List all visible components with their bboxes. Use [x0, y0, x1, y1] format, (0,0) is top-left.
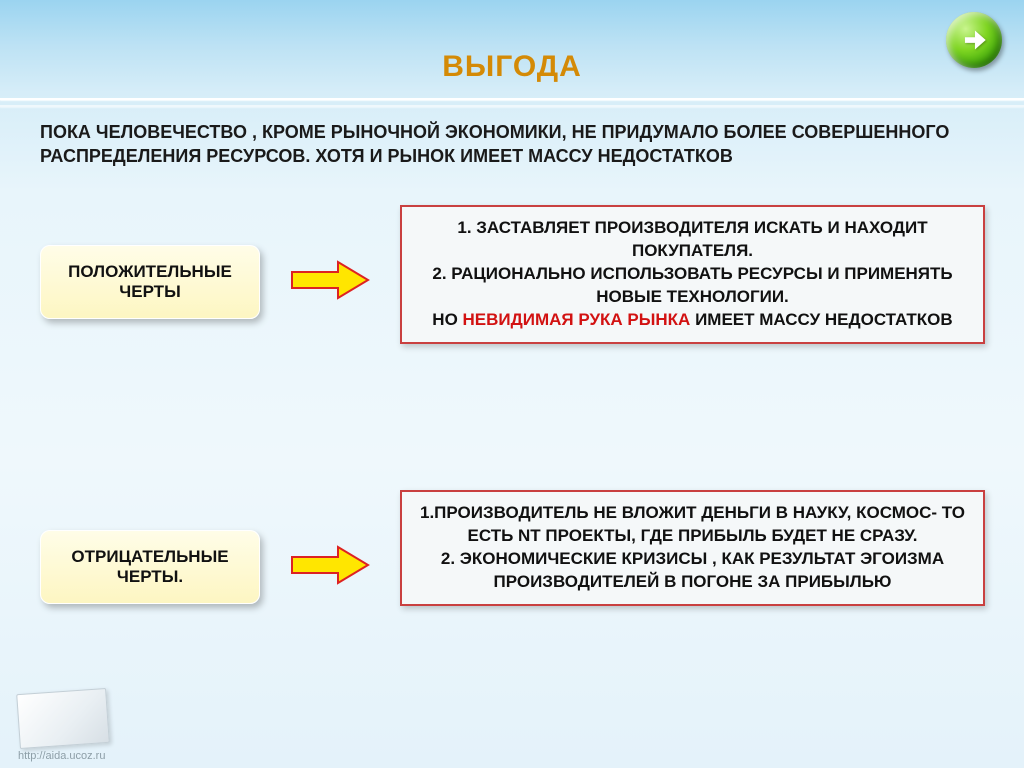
positive-list: ЗАСТАВЛЯЕТ ПРОИЗВОДИТЕЛЯ ИСКАТЬ И НАХОДИ…: [416, 217, 969, 309]
negative-label-suffix: .: [178, 567, 183, 586]
negative-item-1: 1.ПРОИЗВОДИТЕЛЬ НЕ ВЛОЖИТ ДЕНЬГИ В НАУКУ…: [416, 502, 969, 548]
note-red: НЕВИДИМАЯ РУКА РЫНКА: [463, 310, 691, 329]
positive-item-1: ЗАСТАВЛЯЕТ ПРОИЗВОДИТЕЛЯ ИСКАТЬ И НАХОДИ…: [416, 217, 969, 263]
slide: ВЫГОДА ПОКА ЧЕЛОВЕЧЕСТВО , КРОМЕ РЫНОЧНО…: [0, 0, 1024, 768]
paper-decoration: [16, 688, 110, 749]
positive-label: ПОЛОЖИТЕЛЬНЫЕ ЧЕРТЫ: [68, 262, 232, 301]
arrow-negative: [290, 545, 370, 585]
note-suffix: ИМЕЕТ МАССУ НЕДОСТАТКОВ: [690, 310, 952, 329]
negative-label: ОТРИЦАТЕЛЬНЫЕ ЧЕРТЫ: [71, 547, 228, 586]
negative-item-2: 2. ЭКОНОМИЧЕСКИЕ КРИЗИСЫ , КАК РЕЗУЛЬТАТ…: [416, 548, 969, 594]
note-prefix: НО: [432, 310, 462, 329]
slide-title: ВЫГОДА: [0, 50, 1024, 84]
positive-item-2: РАЦИОНАЛЬНО ИСПОЛЬЗОВАТЬ РЕСУРСЫ И ПРИМЕ…: [416, 263, 969, 309]
divider: [0, 105, 1024, 107]
positive-note: НО НЕВИДИМАЯ РУКА РЫНКА ИМЕЕТ МАССУ НЕДО…: [416, 309, 969, 332]
positive-label-box: ПОЛОЖИТЕЛЬНЫЕ ЧЕРТЫ: [40, 245, 260, 319]
negative-content-box: 1.ПРОИЗВОДИТЕЛЬ НЕ ВЛОЖИТ ДЕНЬГИ В НАУКУ…: [400, 490, 985, 606]
footer-url: http://aida.ucoz.ru: [18, 750, 105, 762]
divider: [0, 98, 1024, 100]
arrow-positive: [290, 260, 370, 300]
positive-content-box: ЗАСТАВЛЯЕТ ПРОИЗВОДИТЕЛЯ ИСКАТЬ И НАХОДИ…: [400, 205, 985, 344]
intro-text: ПОКА ЧЕЛОВЕЧЕСТВО , КРОМЕ РЫНОЧНОЙ ЭКОНО…: [40, 120, 984, 169]
negative-label-box: ОТРИЦАТЕЛЬНЫЕ ЧЕРТЫ.: [40, 530, 260, 604]
